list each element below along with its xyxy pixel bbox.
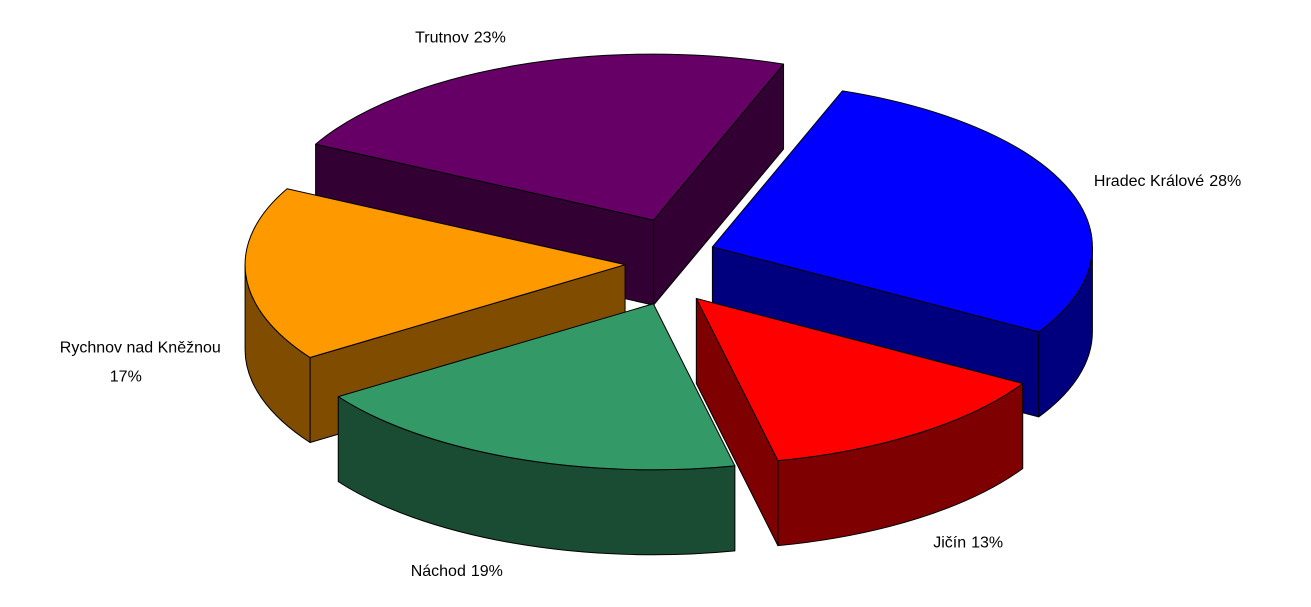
slice [244, 188, 626, 358]
slice-label: Jičín 13% [933, 534, 1003, 551]
label-name: Rychnov nad Kněžnou [60, 339, 221, 356]
label-value: 19% [471, 563, 503, 580]
label-value: 17% [110, 368, 142, 385]
label-name: Náchod [411, 563, 466, 580]
label-value: 23% [474, 30, 506, 47]
slice-label: Náchod 19% [411, 563, 503, 580]
label-name: Trutnov [415, 30, 469, 47]
slice [711, 90, 1093, 333]
slice-label: Trutnov 23% [415, 30, 506, 47]
label-name: Jičín [933, 534, 966, 551]
slice-label: Rychnov nad Kněžnou 17% [60, 339, 221, 385]
slice [695, 297, 1024, 462]
slice [337, 303, 736, 471]
label-value: 28% [1209, 173, 1241, 190]
label-value: 13% [971, 534, 1003, 551]
slice [315, 53, 785, 221]
label-name: Hradec Králové [1094, 173, 1204, 190]
slice-label: Hradec Králové 28% [1094, 173, 1241, 190]
